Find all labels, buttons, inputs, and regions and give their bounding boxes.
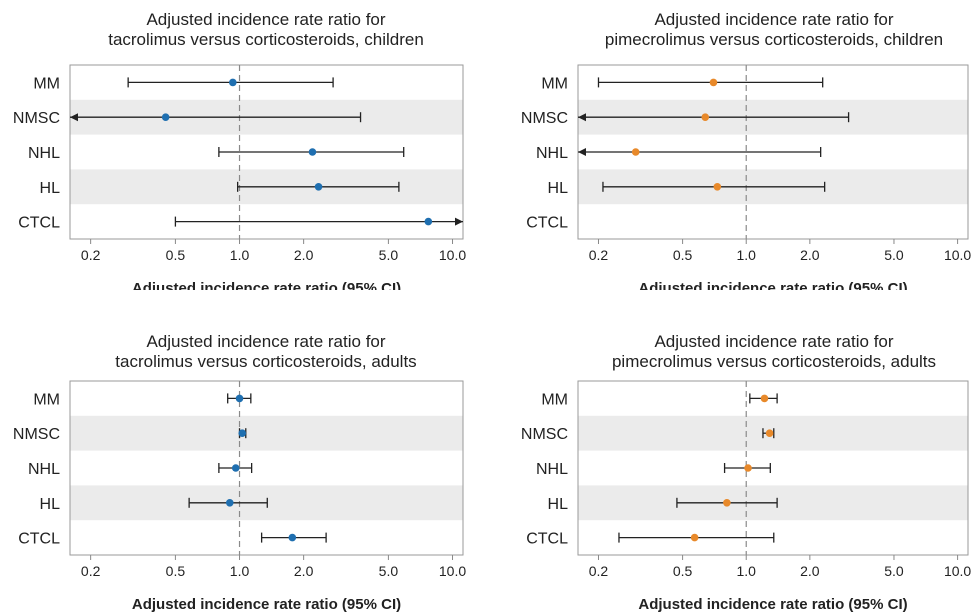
estimate-point — [744, 464, 752, 472]
forest-plot: MM NMSC NHL HL CTCL 0.2 0.5 1.0 2.0 5.0 10.0 Adjust… — [13, 64, 466, 290]
estimate-point — [229, 78, 237, 87]
panel-tacrolimus-children: Adjusted incidence rate ratio for tacroli… — [0, 8, 971, 290]
x-tick-label: 0.5 — [673, 563, 693, 579]
category-label: NMSC — [521, 426, 568, 443]
x-tick-label: 5.0 — [884, 563, 904, 579]
estimate-point — [235, 394, 244, 403]
x-tick-label: 10.0 — [439, 247, 466, 263]
panel-title-line: tacrolimus versus corticosteroids, adult… — [115, 352, 417, 371]
category-label: MM — [541, 391, 568, 408]
category-label: MM — [33, 75, 60, 92]
x-axis-label: Adjusted incidence rate ratio (95% CI) — [638, 280, 907, 290]
ci-arrow-left — [70, 113, 78, 122]
panel-title: Adjusted incidence rate ratio for tacroli… — [0, 332, 546, 372]
panel-title-line: Adjusted incidence rate ratio for — [146, 10, 386, 29]
plot-frame — [69, 64, 464, 240]
panel-pimecrolimus-children: Adjusted incidence rate ratio for pimecro… — [0, 8, 971, 290]
x-tick-label: 10.0 — [439, 563, 466, 579]
x-tick-label: 1.0 — [736, 247, 756, 263]
estimate-point — [288, 533, 297, 542]
panel-tacrolimus-adults: Adjusted incidence rate ratio for tacroli… — [0, 330, 971, 612]
category-label: NMSC — [521, 110, 568, 127]
x-axis-label: Adjusted incidence rate ratio (95% CI) — [132, 596, 401, 612]
estimate-point — [238, 429, 247, 437]
ci-arrow-left — [578, 113, 586, 122]
estimate-point — [314, 183, 323, 191]
x-tick-label: 0.5 — [673, 247, 693, 263]
estimate-point — [760, 394, 769, 403]
plot-frame — [69, 380, 464, 556]
panel-title-line: Adjusted incidence rate ratio for — [654, 10, 894, 29]
estimate-point — [690, 533, 699, 542]
panel-title: Adjusted incidence rate ratio for tacroli… — [0, 10, 546, 50]
estimate-point — [308, 148, 317, 156]
x-tick-label: 0.2 — [589, 563, 609, 579]
x-tick-label: 2.0 — [294, 563, 314, 579]
estimate-point — [701, 113, 710, 121]
x-tick-label: 0.2 — [589, 247, 609, 263]
panel-pimecrolimus-adults: Adjusted incidence rate ratio for pimecro… — [0, 330, 971, 612]
ci-arrow-left — [578, 148, 586, 156]
x-tick-label: 2.0 — [294, 247, 314, 263]
estimate-point — [161, 113, 170, 121]
category-label: NHL — [536, 145, 568, 162]
estimate-point — [709, 78, 718, 87]
x-tick-label: 1.0 — [230, 563, 250, 579]
category-label: NHL — [28, 461, 60, 478]
category-label: HL — [548, 496, 569, 513]
x-tick-label: 1.0 — [736, 563, 756, 579]
forest-plot: MM NMSC NHL HL CTCL 0.2 0.5 1.0 2.0 5.0 10.0 Adjust… — [521, 64, 971, 290]
category-label: NHL — [536, 461, 568, 478]
panel-title-line: Adjusted incidence rate ratio for — [146, 332, 386, 351]
x-tick-label: 5.0 — [379, 247, 399, 263]
category-label: NMSC — [13, 110, 60, 127]
x-tick-label: 10.0 — [944, 247, 971, 263]
category-label: HL — [40, 180, 61, 197]
panel-title-line: pimecrolimus versus corticosteroids, chi… — [604, 30, 944, 49]
panel-title-line: Adjusted incidence rate ratio for — [654, 332, 894, 351]
forest-plot: MM NMSC NHL HL CTCL 0.2 0.5 1.0 2.0 5.0 10.0 Adjust… — [521, 380, 971, 612]
row-band — [70, 415, 463, 451]
category-label: MM — [541, 75, 568, 92]
x-axis-label: Adjusted incidence rate ratio (95% CI) — [638, 596, 907, 612]
plot-frame — [577, 380, 969, 556]
category-label: NMSC — [13, 426, 60, 443]
x-tick-label: 5.0 — [379, 563, 399, 579]
x-tick-label: 10.0 — [944, 563, 971, 579]
category-label: HL — [40, 496, 61, 513]
x-tick-label: 0.2 — [81, 247, 101, 263]
forest-plot: MM NMSC NHL HL CTCL 0.2 0.5 1.0 2.0 5.0 10.0 Adjust… — [13, 380, 466, 612]
estimate-point — [231, 464, 240, 472]
estimate-point — [723, 499, 731, 507]
category-label: MM — [33, 391, 60, 408]
estimate-point — [424, 217, 433, 226]
x-tick-label: 1.0 — [230, 247, 250, 263]
x-tick-label: 0.2 — [81, 563, 101, 579]
x-tick-label: 2.0 — [800, 247, 820, 263]
panel-title: Adjusted incidence rate ratio for pimecro… — [494, 332, 971, 372]
category-label: CTCL — [18, 215, 60, 232]
category-label: CTCL — [526, 215, 568, 232]
x-tick-label: 0.5 — [166, 563, 186, 579]
x-tick-label: 2.0 — [800, 563, 820, 579]
category-label: NHL — [28, 145, 60, 162]
panel-title-line: tacrolimus versus corticosteroids, child… — [108, 30, 424, 49]
panel-title-line: pimecrolimus versus corticosteroids, adu… — [611, 352, 937, 371]
x-tick-label: 0.5 — [166, 247, 186, 263]
estimate-point — [713, 183, 722, 191]
category-label: HL — [548, 180, 569, 197]
estimate-point — [225, 499, 234, 507]
estimate-point — [765, 429, 774, 437]
panel-title: Adjusted incidence rate ratio for pimecro… — [494, 10, 971, 50]
x-axis-label: Adjusted incidence rate ratio (95% CI) — [132, 280, 401, 290]
category-label: CTCL — [526, 531, 568, 548]
estimate-point — [631, 148, 640, 156]
x-tick-label: 5.0 — [884, 247, 904, 263]
category-label: CTCL — [18, 531, 60, 548]
ci-arrow-right — [455, 217, 463, 226]
